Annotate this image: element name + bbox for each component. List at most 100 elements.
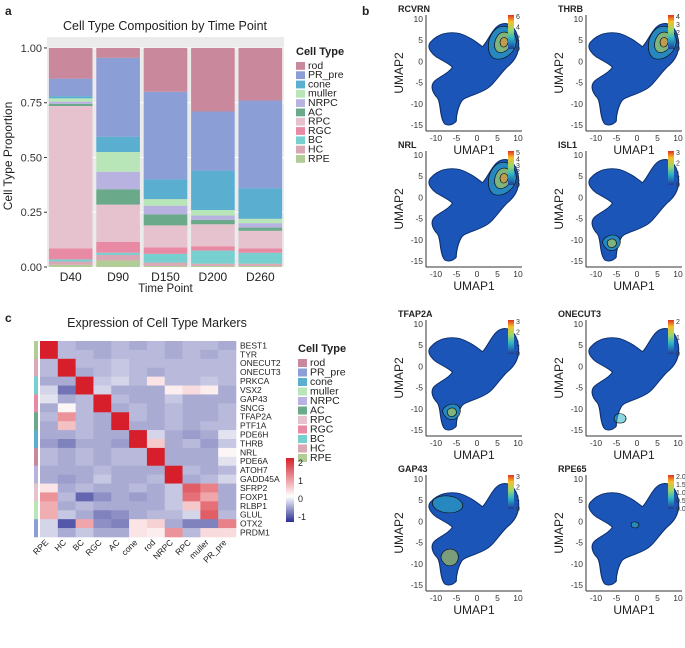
umap-scale-label: 5	[516, 150, 520, 157]
density-contour	[630, 521, 640, 529]
umap-scale-label: 0	[516, 46, 520, 53]
heatmap-cell-sfrp2-ac	[111, 483, 130, 493]
x-axis-label: Time Point	[138, 283, 193, 295]
heatmap-cell-glul-rod	[146, 510, 166, 520]
bar-segment-rgc-d40	[48, 248, 93, 260]
bar-segment-nrpc-d90	[96, 171, 140, 190]
umap-y-tick-label: 5	[578, 171, 583, 181]
heatmap-cell-atoh7-ac	[111, 465, 130, 475]
heatmap-cell-best1-rod	[146, 341, 166, 351]
heatmap-cell-gap43-pr_pre	[218, 394, 237, 404]
umap-x-tick-label: -10	[430, 438, 443, 448]
umap-x-tick-label: 10	[673, 269, 683, 279]
heatmap-cell-gadd45a-rgc	[93, 474, 112, 484]
umap-x-tick-label: 0	[635, 133, 640, 143]
heatmap-cell-atoh7-bc	[75, 465, 94, 475]
heatmap-cell-ptf1a-hc	[57, 421, 76, 431]
umap-y-tick-label: -10	[571, 99, 584, 109]
row-group-bar	[34, 367, 38, 377]
bar-segment-muller-d90	[96, 152, 140, 172]
umap-y-axis-label: UMAP2	[392, 188, 406, 230]
legend-swatch-RGC	[298, 425, 307, 434]
heatmap-column-label: RGC	[83, 537, 103, 557]
row-group-bar	[34, 349, 38, 360]
umap-y-tick-label: 0	[578, 516, 583, 526]
heatmap-cell-sncg-hc	[57, 403, 76, 413]
heatmap-cell-tfap2a-pr_pre	[218, 412, 237, 422]
bar-segment-rpc-d200	[191, 224, 235, 247]
umap-y-tick-label: 0	[578, 361, 583, 371]
umap-x-axis-label: UMAP1	[613, 143, 655, 157]
umap-scale-label: 3	[516, 319, 520, 326]
heatmap-cell-ptf1a-bc	[75, 421, 94, 431]
heatmap-cell-sncg-bc	[75, 403, 94, 413]
umap-x-axis-label: UMAP1	[453, 448, 495, 462]
umap-y-tick-label: 0	[418, 56, 423, 66]
heatmap-cell-tfap2a-ac	[111, 412, 130, 422]
heatmap-cell-vsx2-pr_pre	[218, 385, 237, 395]
heatmap-cell-prkca-rgc	[93, 376, 112, 386]
heatmap-cell-onecut2-rod	[146, 358, 166, 369]
bar-segment-ac-d200	[191, 219, 235, 225]
bar-segment-muller-d260	[238, 218, 283, 224]
umap-scale-label: 1	[516, 176, 520, 183]
heatmap-cell-thrb-rpc	[182, 439, 201, 449]
heatmap-cell-pde6h-hc	[57, 430, 76, 440]
heatmap-cell-prdm1-rod	[146, 528, 166, 538]
panel-letter-b: b	[362, 4, 369, 18]
legend-swatch-BC	[296, 136, 305, 145]
legend-label-BC: BC	[308, 134, 323, 146]
heatmap-cell-foxp1-rpc	[182, 492, 201, 502]
heatmap-cell-vsx2-bc	[75, 385, 94, 395]
umap-x-tick-label: 5	[495, 593, 500, 603]
heatmap-cell-glul-hc	[57, 510, 76, 520]
heatmap-cell-nrl-pr_pre	[218, 447, 237, 458]
umap-x-tick-label: 10	[673, 133, 683, 143]
row-group-bar	[34, 412, 38, 422]
x-tick-label: D90	[107, 270, 129, 284]
legend-swatch-AC	[298, 406, 307, 415]
umap-y-tick-label: 5	[418, 495, 423, 505]
heatmap-cell-pde6a-nrpc	[164, 456, 183, 467]
umap-scale-label: 1.5	[676, 482, 685, 489]
legend-label-RPE: RPE	[308, 153, 330, 165]
legend-swatch-rod	[296, 62, 305, 70]
heatmap-row-label: TFAP2A	[240, 412, 272, 422]
bar-segment-cone-d90	[96, 136, 140, 152]
heatmap-cell-rlbp1-rpe	[40, 501, 59, 511]
heatmap-cell-foxp1-rgc	[93, 492, 112, 502]
umap-y-tick-label: 10	[574, 150, 584, 160]
bar-segment-bc-d150	[143, 253, 188, 263]
bar-segment-bc-d40	[48, 259, 93, 262]
umap-y-tick-label: -5	[415, 383, 423, 393]
legend-label-RPC: RPC	[310, 414, 333, 426]
heatmap-cell-gap43-rgc	[93, 394, 112, 404]
legend-label-cone: cone	[308, 78, 331, 90]
row-group-bar	[34, 456, 38, 467]
row-group-bar	[34, 447, 38, 458]
bar-segment-rgc-d260	[238, 248, 283, 253]
heatmap-cell-gadd45a-pr_pre	[218, 474, 237, 484]
heatmap-column-label: RPE	[31, 537, 51, 557]
umap-cell-cloud	[588, 159, 680, 262]
legend-label-RGC: RGC	[308, 125, 332, 137]
bar-segment-rpc-d40	[48, 106, 93, 249]
bar-segment-rpe-d260	[238, 265, 283, 267]
heatmap-cell-onecut2-nrpc	[164, 358, 183, 369]
legend-swatch-RGC	[296, 127, 305, 135]
heatmap-cell-prdm1-muller	[200, 528, 219, 538]
heatmap-row-label: GLUL	[240, 510, 262, 520]
bar-segment-cone-d40	[48, 96, 93, 99]
bar-segment-pr_pre-d150	[143, 91, 188, 180]
heatmap-cell-vsx2-hc	[57, 385, 76, 395]
bar-segment-rpe-d200	[191, 265, 235, 267]
umap-gene-title: GAP43	[398, 464, 428, 474]
umap-gene-title: TFAP2A	[398, 309, 433, 319]
umap-x-tick-label: 0	[635, 269, 640, 279]
umap-x-tick-label: 5	[495, 133, 500, 143]
heatmap-cell-ptf1a-ac	[111, 421, 130, 431]
heatmap-cell-rlbp1-cone	[129, 501, 148, 511]
umap-gene-title: ONECUT3	[558, 309, 601, 319]
